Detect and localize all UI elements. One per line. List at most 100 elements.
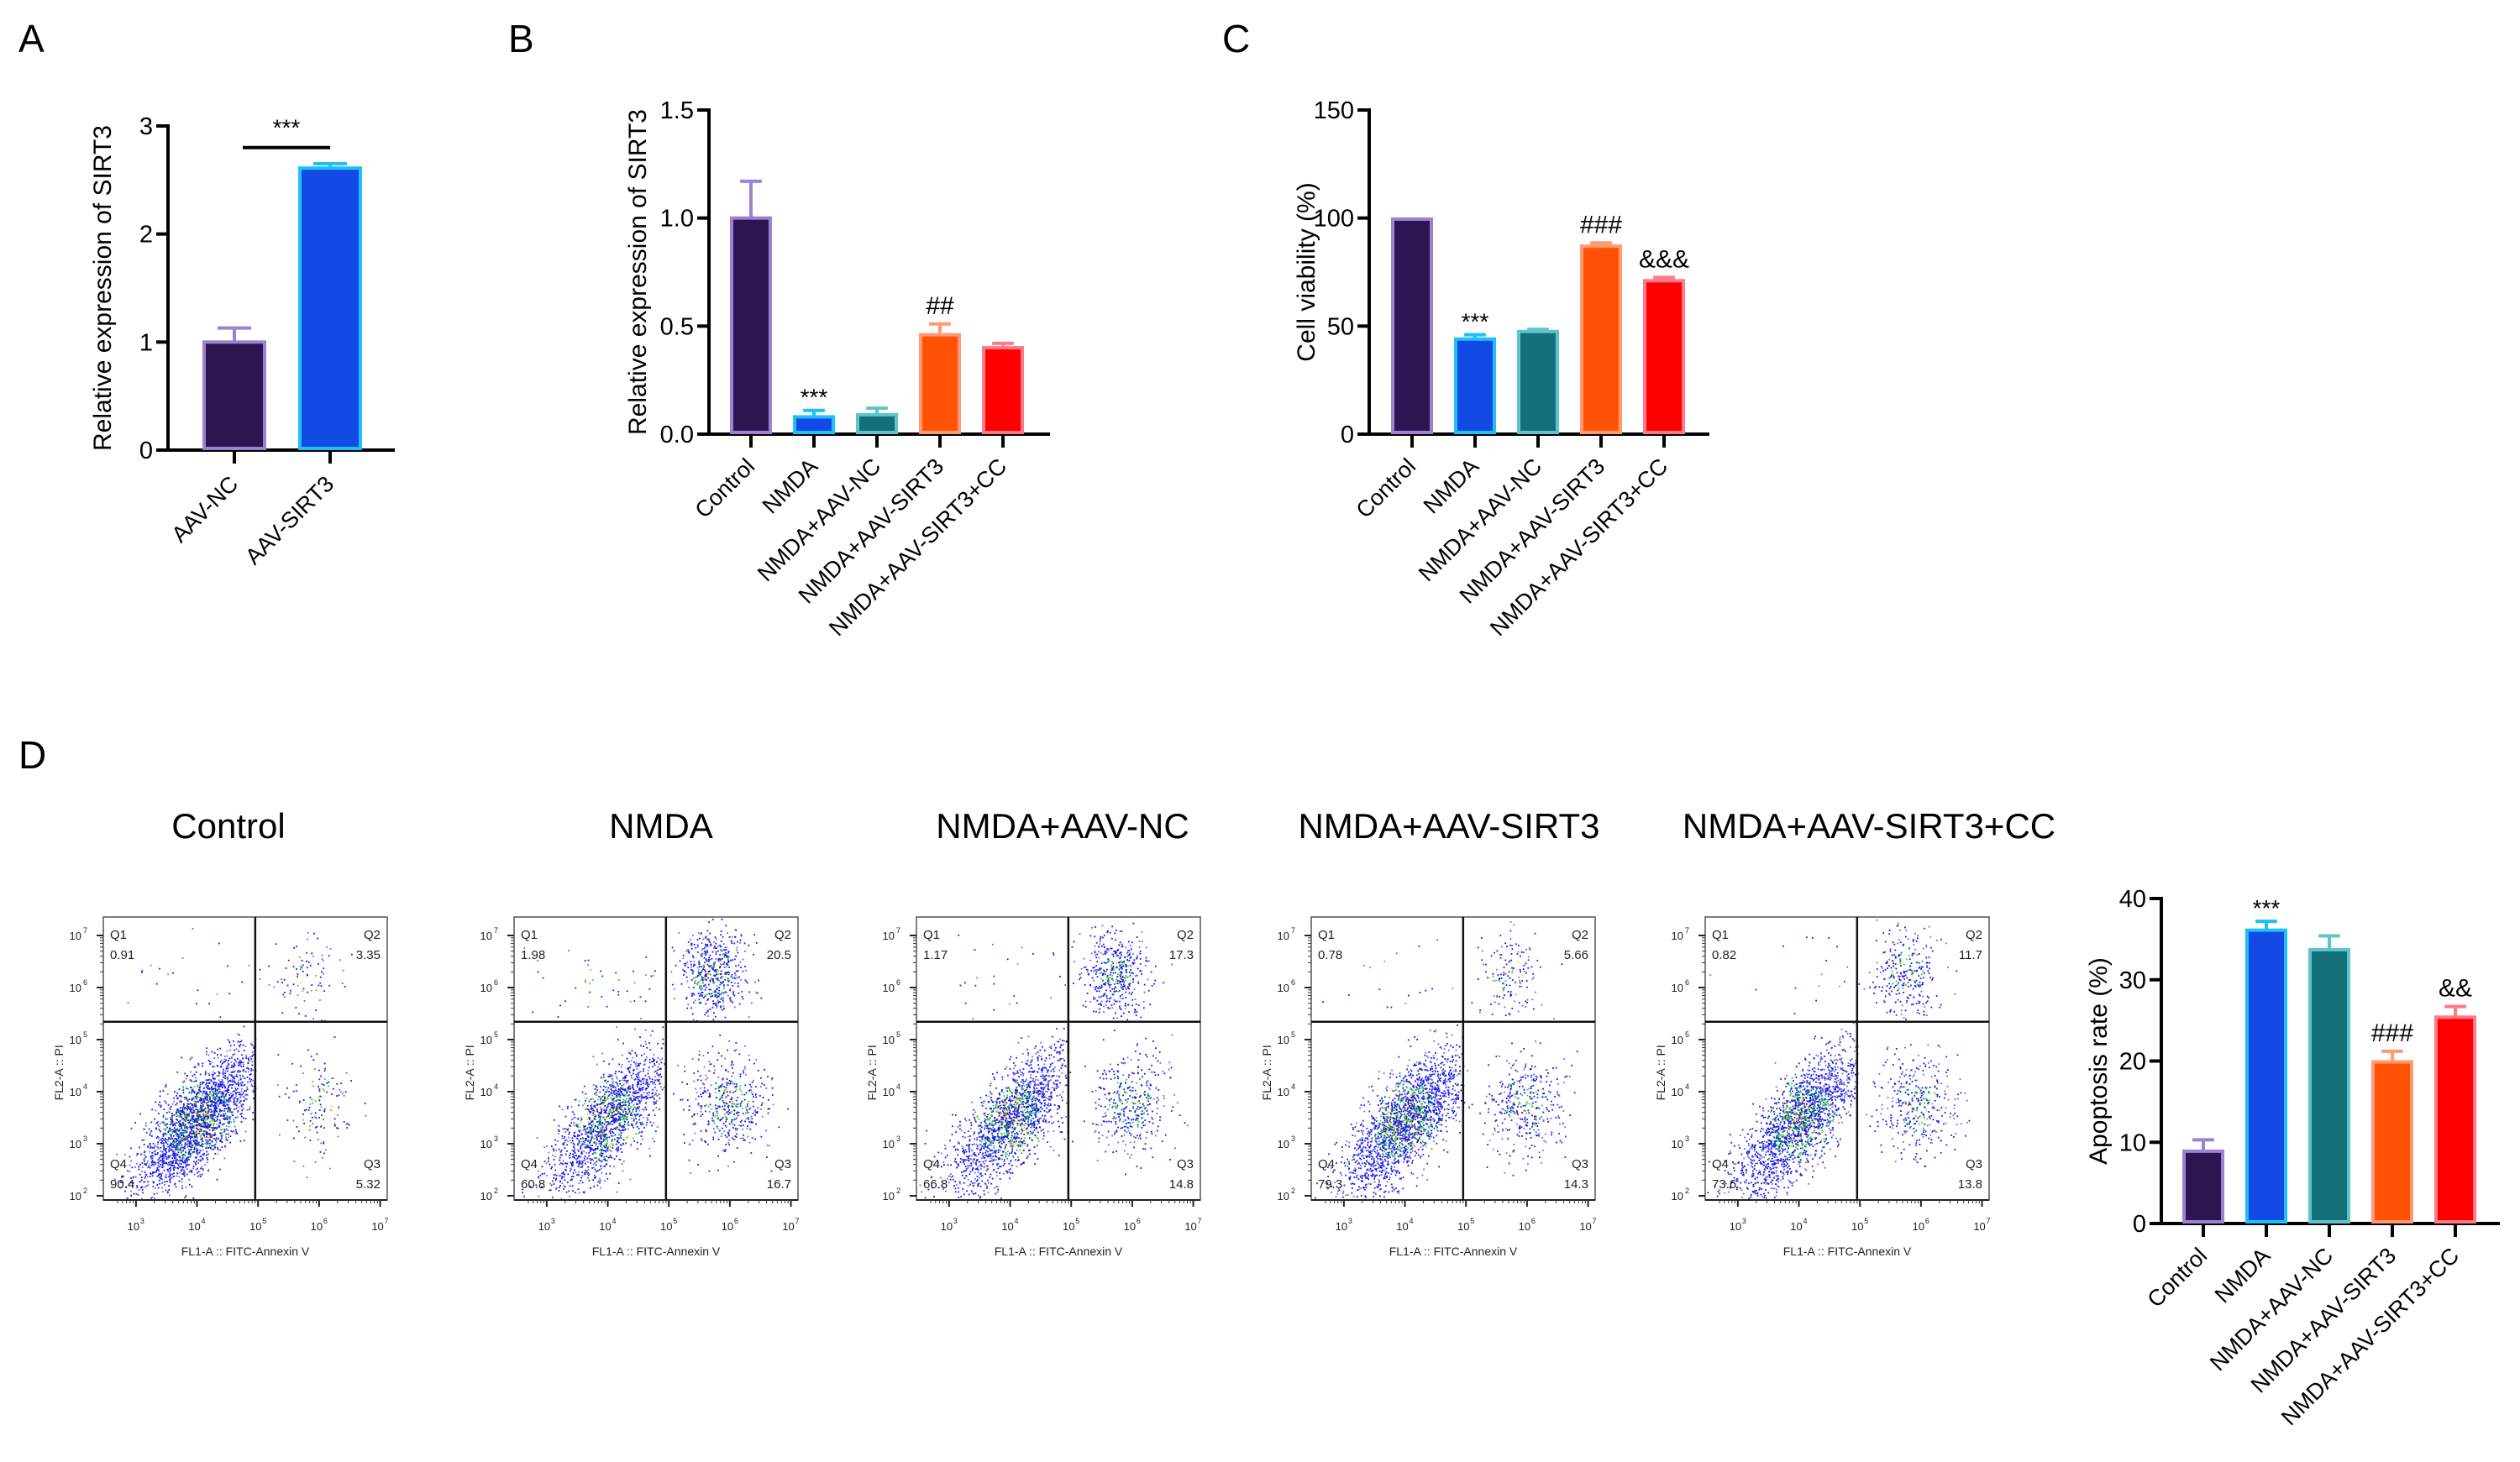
bar-nmda-aav-sirt3 — [1580, 244, 1622, 434]
quadrant-value-q2: 3.35 — [356, 948, 381, 962]
bar-aav-nc — [202, 340, 266, 451]
x-tick-label: 10 — [1519, 1220, 1530, 1233]
quadrant-name-q2: Q2 — [774, 928, 791, 942]
y-tick-label: 1 — [139, 329, 153, 356]
plot-frame — [1310, 916, 1596, 1201]
y-tick-label: 10 — [70, 1034, 81, 1046]
quadrant-name-q3: Q3 — [1177, 1157, 1194, 1171]
y-tick-label: 10 — [2119, 1129, 2146, 1156]
y-tick-exponent: 2 — [1291, 1187, 1295, 1195]
y-tick-label: 0.5 — [660, 313, 694, 340]
x-tick-label: 10 — [311, 1220, 323, 1233]
quadrant-value-q4: 73.6 — [1712, 1177, 1736, 1192]
y-tick-label: 10 — [1672, 982, 1683, 994]
significance-marker: &&& — [1639, 245, 1689, 273]
x-tick-exponent: 7 — [1198, 1217, 1202, 1225]
x-tick-label: 10 — [538, 1220, 550, 1233]
bar-nmda-aav-sirt3-cc — [2434, 1015, 2476, 1224]
quadrant-name-q4: Q4 — [521, 1157, 538, 1171]
y-tick-exponent: 3 — [494, 1134, 498, 1143]
y-tick-exponent: 6 — [896, 978, 900, 987]
x-tick-exponent: 6 — [323, 1217, 328, 1225]
x-tick-exponent: 4 — [1015, 1217, 1019, 1225]
y-axis-title: FL2-A :: PI — [463, 1045, 476, 1100]
panel-label-b: B — [508, 17, 534, 60]
quadrant-value-q3: 14.8 — [1169, 1177, 1194, 1192]
plot-frame — [513, 916, 799, 1201]
bar-nmda — [2245, 928, 2287, 1224]
y-tick-label: 10 — [480, 1190, 492, 1203]
bar-nmda-aav-sirt3-cc — [1643, 279, 1685, 434]
y-tick-label: 40 — [2119, 886, 2146, 913]
y-tick-label: 0.0 — [660, 422, 694, 448]
quadrant-value-q3: 5.32 — [356, 1177, 381, 1192]
significance-marker: *** — [2253, 895, 2281, 921]
significance-marker: *** — [273, 115, 301, 141]
x-tick-exponent: 3 — [140, 1217, 144, 1225]
x-tick-label-control: Control — [2142, 1243, 2212, 1313]
quadrant-name-q4: Q4 — [1318, 1157, 1335, 1171]
x-tick-exponent: 7 — [1987, 1217, 1991, 1225]
quadrant-value-q2: 17.3 — [1169, 948, 1194, 962]
quadrant-value-q4: 60.8 — [521, 1177, 545, 1192]
bar-nmda-aav-sirt3 — [2371, 1060, 2413, 1224]
x-tick-exponent: 5 — [1470, 1217, 1474, 1225]
x-tick-exponent: 5 — [673, 1217, 677, 1225]
y-tick-exponent: 4 — [1685, 1082, 1689, 1091]
panel-label-d: D — [18, 733, 46, 777]
y-tick-exponent: 6 — [83, 978, 87, 987]
x-tick-exponent: 6 — [1531, 1217, 1536, 1225]
x-tick-label: 10 — [249, 1220, 261, 1233]
x-tick-label: 10 — [1973, 1220, 1985, 1233]
y-tick-label: 10 — [883, 930, 895, 942]
y-tick-exponent: 2 — [83, 1187, 87, 1195]
y-axis-title: FL2-A :: PI — [865, 1045, 879, 1100]
y-tick-exponent: 6 — [1291, 978, 1295, 987]
y-tick-label: 10 — [70, 930, 81, 942]
y-tick-exponent: 6 — [1685, 978, 1689, 987]
x-tick-exponent: 4 — [202, 1217, 206, 1225]
y-tick-label: 10 — [1672, 1138, 1683, 1150]
scatter-points — [114, 928, 367, 1200]
x-tick-exponent: 4 — [1803, 1217, 1808, 1225]
x-tick-exponent: 5 — [262, 1217, 266, 1225]
y-tick-exponent: 4 — [896, 1082, 900, 1091]
y-tick-exponent: 5 — [1291, 1030, 1295, 1039]
x-tick-label: 10 — [128, 1220, 139, 1233]
bar-control — [730, 216, 772, 434]
quadrant-name-q2: Q2 — [1966, 928, 1982, 942]
y-tick-label: 10 — [883, 1034, 895, 1046]
y-tick-label: 10 — [883, 1190, 895, 1203]
x-tick-exponent: 4 — [612, 1217, 617, 1225]
quadrant-name-q1: Q1 — [110, 928, 127, 942]
x-axis-title: FL1-A :: FITC-Annexin V — [995, 1245, 1123, 1258]
y-tick-label: 10 — [480, 1086, 492, 1098]
x-tick-label: 10 — [188, 1220, 200, 1233]
y-tick-exponent: 2 — [494, 1187, 498, 1195]
panel-label-a: A — [18, 17, 45, 60]
quadrant-value-q3: 16.7 — [767, 1177, 791, 1192]
plot-frame — [916, 916, 1201, 1201]
y-tick-label: 10 — [70, 1138, 81, 1150]
x-tick-exponent: 7 — [385, 1217, 389, 1225]
quadrant-value-q2: 11.7 — [1959, 948, 1982, 962]
y-tick-exponent: 7 — [1291, 926, 1295, 935]
quadrant-value-q3: 14.3 — [1564, 1177, 1588, 1192]
y-tick-label: 100 — [1314, 206, 1354, 233]
y-tick-exponent: 4 — [83, 1082, 87, 1091]
quadrant-name-q3: Q3 — [1572, 1157, 1588, 1171]
bar-nmda-aav-nc — [1517, 329, 1559, 434]
x-tick-label: 10 — [1336, 1220, 1347, 1233]
significance-marker: && — [2439, 975, 2472, 1003]
x-tick-label: 10 — [1851, 1220, 1863, 1233]
bar-control — [1391, 217, 1433, 434]
x-tick-label-control: Control — [690, 453, 759, 523]
quadrant-name-q3: Q3 — [1966, 1157, 1982, 1171]
quadrant-value-q1: 0.78 — [1318, 948, 1342, 962]
x-axis-title: FL1-A :: FITC-Annexin V — [1783, 1245, 1912, 1258]
y-tick-label: 0 — [139, 438, 153, 464]
x-tick-label: 10 — [1001, 1220, 1013, 1233]
y-tick-label: 20 — [2119, 1049, 2146, 1076]
